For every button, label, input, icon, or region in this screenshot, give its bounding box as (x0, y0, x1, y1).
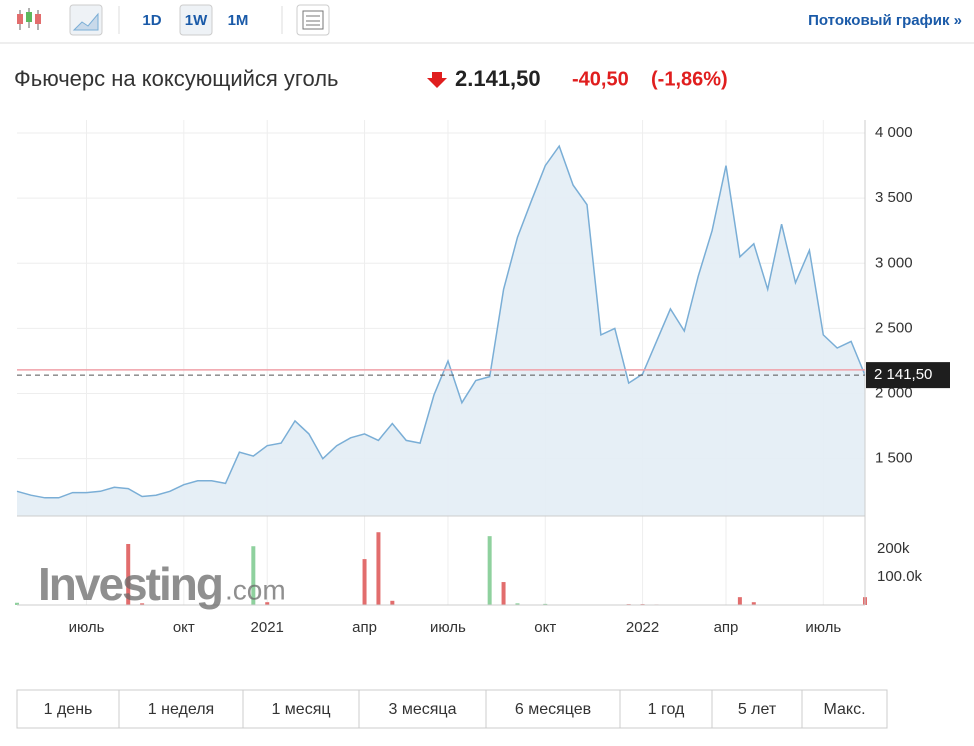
news-icon[interactable] (296, 4, 330, 36)
range-button[interactable]: 1 год (648, 701, 685, 718)
change: -40,50 (572, 68, 629, 90)
y2-tick-label: 200k (877, 540, 910, 557)
y-tick-label: 2 000 (875, 385, 913, 402)
x-tick-label: июль (430, 619, 466, 636)
y-tick-label: 4 000 (875, 124, 913, 141)
x-tick-label: июль (69, 619, 105, 636)
last-price-box (866, 362, 950, 389)
volume-bar (487, 536, 492, 605)
period-button[interactable]: 1W (185, 12, 208, 29)
volume-bar (376, 532, 381, 605)
stream-link[interactable]: Потоковый график » (808, 12, 962, 29)
price: 2.141,50 (455, 66, 541, 91)
area-icon[interactable] (69, 4, 103, 36)
last-price-label: 2 141,50 (874, 366, 932, 383)
volume-bar (543, 603, 548, 605)
volume-bar (515, 603, 520, 605)
x-tick-label: 2021 (251, 619, 284, 636)
range-button[interactable]: 5 лет (738, 701, 777, 718)
candles-icon[interactable] (17, 8, 41, 30)
volume-bar (751, 602, 756, 605)
y2-tick-label: 100.0k (877, 568, 923, 585)
range-frame (16, 689, 888, 729)
period-button[interactable]: 1M (228, 12, 249, 29)
volume-bar (15, 602, 19, 605)
chart: июль окт 2021 апр июль окт 2022 апр июль 1 500 2 0… (15, 120, 950, 636)
x-tick-label: 2022 (626, 619, 659, 636)
y-tick-label: 2 500 (875, 319, 913, 336)
y-tick-label: 3 500 (875, 189, 913, 206)
y-tick-label: 3 000 (875, 254, 913, 271)
range-button[interactable]: 1 месяц (271, 701, 330, 718)
x-tick-label: окт (173, 619, 195, 636)
period-active-bg (179, 4, 213, 36)
y-tick-label: 1 500 (875, 450, 913, 467)
volume-bar (501, 582, 506, 605)
range-button[interactable]: 6 месяцев (515, 701, 591, 718)
volume-bar (362, 559, 367, 605)
volume-bar (126, 543, 131, 605)
volume-bar (140, 603, 145, 605)
volume-bar (737, 597, 742, 605)
volume-bar (390, 600, 395, 605)
range-button[interactable]: 1 день (44, 701, 93, 718)
range-button[interactable]: 1 неделя (148, 701, 214, 718)
instrument-title: Фьючерс на коксующийся уголь (14, 66, 339, 91)
price-line (16, 144, 866, 499)
down-arrow (427, 72, 447, 88)
range-bar: 1 день 1 неделя 1 месяц 3 месяца 6 месяцев 1 … (16, 689, 888, 729)
x-tick-label: апр (352, 619, 377, 636)
watermark-suffix: .com (225, 574, 286, 605)
range-button[interactable]: Макс. (823, 701, 865, 718)
volume-bar (265, 602, 270, 605)
x-tick-label: июль (805, 619, 841, 636)
watermark: Investing (38, 558, 222, 610)
x-tick-label: окт (534, 619, 556, 636)
x-tick-label: апр (714, 619, 739, 636)
price-area (17, 146, 865, 516)
period-button[interactable]: 1D (142, 12, 161, 29)
volume-bar (251, 546, 256, 605)
range-button[interactable]: 3 месяца (389, 701, 457, 718)
change-pct: (-1,86%) (651, 68, 728, 90)
